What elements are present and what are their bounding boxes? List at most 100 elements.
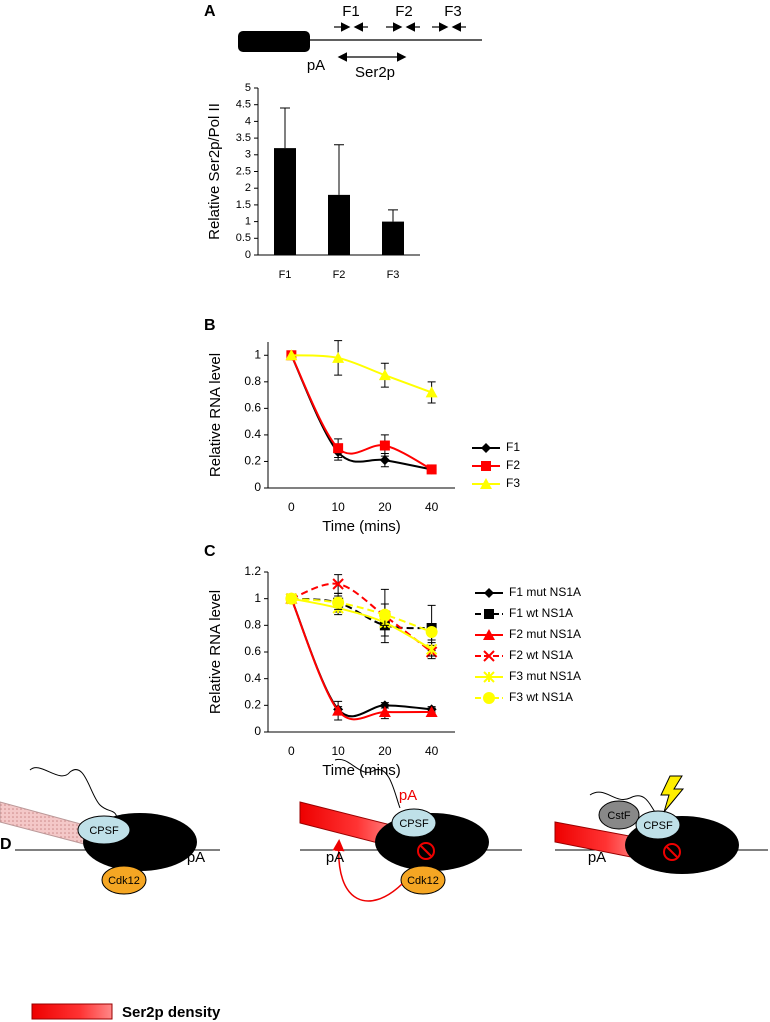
series-line xyxy=(291,582,433,653)
rna-strand xyxy=(334,758,401,809)
y-tick-label: 5 xyxy=(245,82,251,94)
legend-label: F2 wt NS1A xyxy=(509,648,573,662)
cdk12 xyxy=(101,865,147,895)
legend-label: F1 xyxy=(506,440,520,454)
marker xyxy=(425,626,438,638)
gene-map: F1 F2 F3 pA Ser2p xyxy=(238,3,482,81)
y-tick-label: 0 xyxy=(254,480,261,494)
marker xyxy=(425,706,438,717)
pa-label: pA xyxy=(307,57,325,74)
pa-label: pA xyxy=(588,849,606,866)
y-axis-title: Relative Ser2p/Pol II xyxy=(206,103,223,240)
marker xyxy=(379,455,390,466)
y-tick-label: 4 xyxy=(245,115,251,127)
x-tick-label: 0 xyxy=(288,744,295,758)
y-tick-label: 1 xyxy=(254,591,261,605)
x-tick-label: 40 xyxy=(425,500,439,514)
marker xyxy=(425,643,438,656)
legend-marker xyxy=(480,478,492,489)
y-tick-label: 0.2 xyxy=(244,698,261,712)
no-sign xyxy=(666,846,678,858)
y-tick-label: 3 xyxy=(245,149,251,161)
cstf-label: CstF xyxy=(607,810,631,822)
y-tick-label: 0.2 xyxy=(244,454,261,468)
legend-label: F1 mut NS1A xyxy=(509,585,581,599)
primer-label: F3 xyxy=(444,3,462,20)
marker xyxy=(378,706,391,717)
legend-label: F3 xyxy=(506,476,520,490)
y-tick-label: 1.2 xyxy=(244,564,261,578)
y-tick-label: 0 xyxy=(245,249,251,261)
pa-label: pA xyxy=(187,849,205,866)
panel-label: B xyxy=(204,317,216,334)
x-tick-label: F2 xyxy=(333,269,346,281)
x-tick-label: 20 xyxy=(378,500,392,514)
y-tick-label: 0.8 xyxy=(244,374,261,388)
rna-strand xyxy=(589,791,656,813)
exon xyxy=(238,31,310,52)
y-tick-label: 4.5 xyxy=(236,99,251,111)
panel-label: A xyxy=(204,3,216,20)
error-bar xyxy=(280,107,290,149)
bar xyxy=(328,194,350,255)
y-tick-label: 2.5 xyxy=(236,165,251,177)
legend-label: F2 xyxy=(506,458,520,472)
y-tick-label: 1.5 xyxy=(236,199,251,211)
series-line xyxy=(291,597,432,633)
cstf xyxy=(598,800,640,830)
series-line xyxy=(291,597,433,651)
x-axis-title: Time (mins) xyxy=(322,762,401,779)
marker xyxy=(378,369,391,381)
cdk12-label: Cdk12 xyxy=(108,875,140,887)
y-tick-label: 3.5 xyxy=(236,132,251,144)
no-sign xyxy=(663,843,681,861)
series-line xyxy=(290,354,433,471)
x-tick-label: 0 xyxy=(288,500,295,514)
x-axis-title: Time (mins) xyxy=(322,518,401,535)
legend-marker xyxy=(483,692,495,704)
y-tick-label: 0.8 xyxy=(244,618,261,632)
x-tick-label: 40 xyxy=(425,744,439,758)
primer-label: F1 xyxy=(342,3,360,20)
marker xyxy=(378,608,391,621)
y-tick-label: 1 xyxy=(245,216,251,228)
y-tick-label: 1 xyxy=(254,347,261,361)
y-tick-label: 0.6 xyxy=(244,401,261,415)
error-bar xyxy=(334,144,344,195)
x-tick-label: 10 xyxy=(331,500,345,514)
x-tick-label: F1 xyxy=(279,269,292,281)
legend-label: F3 mut NS1A xyxy=(509,669,581,683)
legend-marker xyxy=(481,443,491,453)
legend-marker xyxy=(484,609,494,619)
primer-label: F2 xyxy=(395,3,413,20)
cpsf-label: CPSF xyxy=(89,825,119,837)
marker xyxy=(332,578,344,590)
y-axis-title: Relative RNA level xyxy=(207,353,224,477)
x-tick-label: F3 xyxy=(387,269,400,281)
pa-label: pA xyxy=(326,849,344,866)
region-label: Ser2p xyxy=(355,64,395,81)
series-line xyxy=(291,597,432,630)
lightning xyxy=(660,775,685,813)
y-axis-title: Relative RNA level xyxy=(207,590,224,714)
diagram-panel: CstF CPSF pA xyxy=(554,775,768,874)
legend-swatch xyxy=(31,1003,113,1020)
diagram-panel: CPSF Cdk12 pA pA xyxy=(299,758,522,902)
pa-label: pA xyxy=(399,787,417,804)
legend-marker xyxy=(483,629,495,640)
bar xyxy=(274,148,296,255)
error-bar xyxy=(388,209,398,222)
series-line xyxy=(291,354,432,394)
bar xyxy=(382,221,404,255)
marker xyxy=(425,386,438,398)
marker xyxy=(285,349,298,361)
primer-arrows xyxy=(334,22,466,62)
cpsf-label: CPSF xyxy=(643,820,673,832)
series-line xyxy=(290,598,432,721)
y-tick-label: 0.4 xyxy=(244,427,261,441)
marker xyxy=(332,596,345,609)
cdk12 xyxy=(400,865,446,895)
marker xyxy=(333,443,344,454)
no-sign xyxy=(420,845,432,857)
